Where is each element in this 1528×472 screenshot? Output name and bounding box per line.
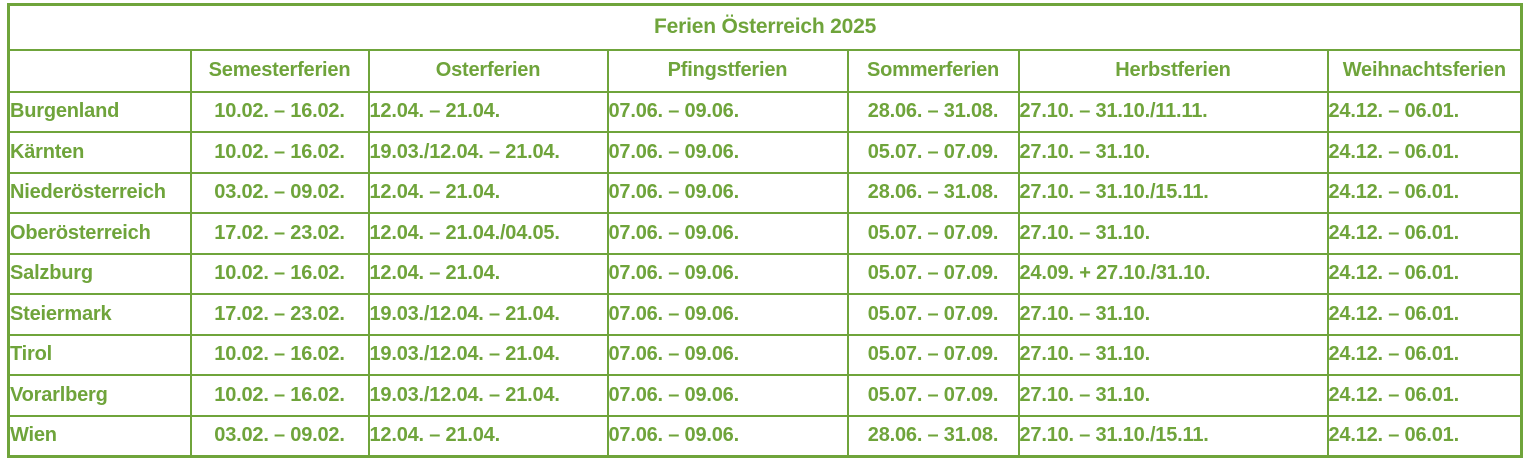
table-row: Burgenland 10.02. – 16.02. 12.04. – 21.04.… [7, 90, 1523, 133]
holiday-date-range: 24.12. – 06.01. [1326, 252, 1523, 295]
holiday-date-range: 07.06. – 09.06. [606, 252, 849, 295]
holiday-date-range: 10.02. – 16.02. [189, 131, 370, 174]
holiday-date-range: 19.03./12.04. – 21.04. [367, 293, 609, 336]
holiday-date-range: 28.06. – 31.08. [846, 171, 1020, 214]
holiday-date-range: 27.10. – 31.10. [1017, 333, 1329, 376]
table-row: Kärnten 10.02. – 16.02. 19.03./12.04. – 21… [7, 131, 1523, 174]
holiday-date-range: 07.06. – 09.06. [606, 131, 849, 174]
holiday-date-range: 19.03./12.04. – 21.04. [367, 333, 609, 376]
holiday-date-range: 27.10. – 31.10. [1017, 374, 1329, 417]
title-row: Ferien Österreich 2025 [7, 3, 1523, 51]
holiday-date-range: 03.02. – 09.02. [189, 171, 370, 214]
header-cell: Osterferien [367, 48, 609, 93]
holiday-date-range: 07.06. – 09.06. [606, 90, 849, 133]
holiday-date-range: 12.04. – 21.04. [367, 90, 609, 133]
holiday-date-range: 24.12. – 06.01. [1326, 414, 1523, 457]
header-cell: Herbstferien [1017, 48, 1329, 93]
holiday-date-range: 07.06. – 09.06. [606, 212, 849, 255]
header-cell: Weihnachtsferien [1326, 48, 1523, 93]
state-name: Salzburg [7, 252, 192, 295]
table-row: Wien 03.02. – 09.02. 12.04. – 21.04. 07.06.… [7, 414, 1523, 457]
holiday-date-range: 24.12. – 06.01. [1326, 131, 1523, 174]
state-name: Vorarlberg [7, 374, 192, 417]
holiday-date-range: 10.02. – 16.02. [189, 333, 370, 376]
holiday-date-range: 07.06. – 09.06. [606, 171, 849, 214]
holiday-date-range: 24.12. – 06.01. [1326, 374, 1523, 417]
holiday-date-range: 07.06. – 09.06. [606, 414, 849, 457]
holiday-date-range: 19.03./12.04. – 21.04. [367, 131, 609, 174]
holiday-date-range: 05.07. – 07.09. [846, 333, 1020, 376]
holiday-date-range: 27.10. – 31.10. [1017, 293, 1329, 336]
table-row: Niederösterreich 03.02. – 09.02. 12.04. – … [7, 171, 1523, 214]
table-row: Salzburg 10.02. – 16.02. 12.04. – 21.04. 07… [7, 252, 1523, 295]
page-title: Ferien Österreich 2025 [7, 3, 1523, 51]
state-name: Oberösterreich [7, 212, 192, 255]
holiday-date-range: 24.12. – 06.01. [1326, 212, 1523, 255]
holiday-date-range: 24.12. – 06.01. [1326, 171, 1523, 214]
holiday-date-range: 12.04. – 21.04. [367, 414, 609, 457]
table-row: Oberösterreich 17.02. – 23.02. 12.04. – 21… [7, 212, 1523, 255]
holiday-date-range: 24.09. + 27.10./31.10. [1017, 252, 1329, 295]
table-row: Steiermark 17.02. – 23.02. 19.03./12.04. –… [7, 293, 1523, 336]
holiday-date-range: 24.12. – 06.01. [1326, 293, 1523, 336]
holiday-date-range: 28.06. – 31.08. [846, 90, 1020, 133]
header-row: Semesterferien Osterferien Pfingstferien So… [7, 48, 1523, 93]
table-row: Vorarlberg 10.02. – 16.02. 19.03./12.04. –… [7, 374, 1523, 417]
holiday-date-range: 07.06. – 09.06. [606, 293, 849, 336]
holiday-date-range: 12.04. – 21.04./04.05. [367, 212, 609, 255]
state-name: Burgenland [7, 90, 192, 133]
holiday-date-range: 19.03./12.04. – 21.04. [367, 374, 609, 417]
holiday-date-range: 07.06. – 09.06. [606, 333, 849, 376]
holiday-date-range: 12.04. – 21.04. [367, 171, 609, 214]
holiday-date-range: 17.02. – 23.02. [189, 212, 370, 255]
holiday-date-range: 10.02. – 16.02. [189, 90, 370, 133]
header-cell-empty [7, 48, 192, 93]
holiday-date-range: 27.10. – 31.10./15.11. [1017, 414, 1329, 457]
state-name: Niederösterreich [7, 171, 192, 214]
state-name: Kärnten [7, 131, 192, 174]
ferien-holidays-table: Ferien Österreich 2025 Semesterferien Ost… [7, 3, 1524, 458]
holiday-date-range: 05.07. – 07.09. [846, 212, 1020, 255]
table-row: Tirol 10.02. – 16.02. 19.03./12.04. – 21.0… [7, 333, 1523, 376]
holiday-date-range: 05.07. – 07.09. [846, 293, 1020, 336]
header-cell: Semesterferien [189, 48, 370, 93]
holiday-date-range: 05.07. – 07.09. [846, 374, 1020, 417]
holiday-date-range: 17.02. – 23.02. [189, 293, 370, 336]
holiday-date-range: 05.07. – 07.09. [846, 131, 1020, 174]
state-name: Steiermark [7, 293, 192, 336]
state-name: Tirol [7, 333, 192, 376]
holiday-date-range: 03.02. – 09.02. [189, 414, 370, 457]
holiday-date-range: 05.07. – 07.09. [846, 252, 1020, 295]
holiday-date-range: 10.02. – 16.02. [189, 374, 370, 417]
holiday-date-range: 24.12. – 06.01. [1326, 90, 1523, 133]
holiday-date-range: 27.10. – 31.10. [1017, 131, 1329, 174]
header-cell: Sommerferien [846, 48, 1020, 93]
holiday-date-range: 12.04. – 21.04. [367, 252, 609, 295]
state-name: Wien [7, 414, 192, 457]
holiday-date-range: 28.06. – 31.08. [846, 414, 1020, 457]
holiday-date-range: 24.12. – 06.01. [1326, 333, 1523, 376]
header-cell: Pfingstferien [606, 48, 849, 93]
holiday-date-range: 27.10. – 31.10./11.11. [1017, 90, 1329, 133]
holiday-date-range: 27.10. – 31.10./15.11. [1017, 171, 1329, 214]
holiday-date-range: 10.02. – 16.02. [189, 252, 370, 295]
holiday-date-range: 07.06. – 09.06. [606, 374, 849, 417]
holiday-date-range: 27.10. – 31.10. [1017, 212, 1329, 255]
